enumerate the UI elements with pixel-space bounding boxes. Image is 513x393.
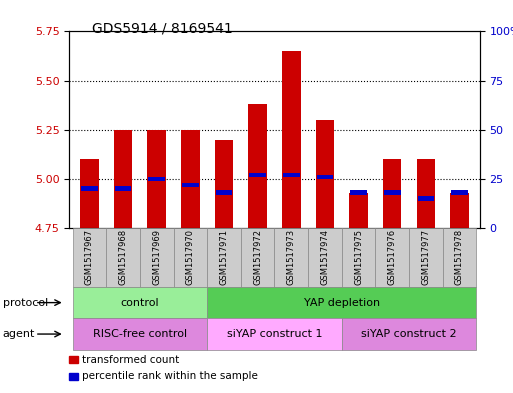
Bar — [80, 159, 98, 228]
Bar — [215, 191, 232, 195]
Bar — [417, 159, 435, 228]
Text: siYAP construct 2: siYAP construct 2 — [361, 329, 457, 339]
Bar — [418, 196, 434, 201]
Bar — [148, 177, 165, 181]
Text: percentile rank within the sample: percentile rank within the sample — [82, 371, 258, 381]
Text: GSM1517978: GSM1517978 — [455, 230, 464, 285]
Bar — [248, 104, 267, 228]
Text: GSM1517969: GSM1517969 — [152, 230, 161, 285]
Bar — [249, 173, 266, 177]
Bar — [451, 191, 468, 195]
Bar — [350, 191, 367, 195]
Bar — [384, 191, 401, 195]
Bar — [114, 130, 132, 228]
Text: GSM1517976: GSM1517976 — [388, 230, 397, 285]
Bar — [315, 120, 334, 228]
Text: GSM1517974: GSM1517974 — [321, 230, 329, 285]
Text: GSM1517973: GSM1517973 — [287, 230, 296, 285]
Bar — [349, 193, 368, 228]
Bar — [182, 183, 199, 187]
Text: GDS5914 / 8169541: GDS5914 / 8169541 — [92, 22, 233, 36]
Text: GSM1517970: GSM1517970 — [186, 230, 195, 285]
Text: control: control — [121, 298, 159, 308]
Text: GSM1517972: GSM1517972 — [253, 230, 262, 285]
Text: protocol: protocol — [3, 298, 48, 308]
Bar — [147, 130, 166, 228]
Text: siYAP construct 1: siYAP construct 1 — [227, 329, 322, 339]
Text: GSM1517977: GSM1517977 — [421, 230, 430, 285]
Text: agent: agent — [3, 329, 35, 339]
Bar — [383, 159, 402, 228]
Bar — [215, 140, 233, 228]
Text: RISC-free control: RISC-free control — [93, 329, 187, 339]
Text: GSM1517971: GSM1517971 — [220, 230, 228, 285]
Text: GSM1517975: GSM1517975 — [354, 230, 363, 285]
Bar — [181, 130, 200, 228]
Bar — [81, 187, 98, 191]
Text: GSM1517968: GSM1517968 — [119, 230, 128, 285]
Bar — [283, 173, 300, 177]
Bar — [115, 187, 131, 191]
Text: YAP depletion: YAP depletion — [304, 298, 380, 308]
Bar — [450, 193, 469, 228]
Text: GSM1517967: GSM1517967 — [85, 230, 94, 285]
Bar — [282, 51, 301, 228]
Text: transformed count: transformed count — [82, 354, 180, 365]
Bar — [317, 175, 333, 179]
